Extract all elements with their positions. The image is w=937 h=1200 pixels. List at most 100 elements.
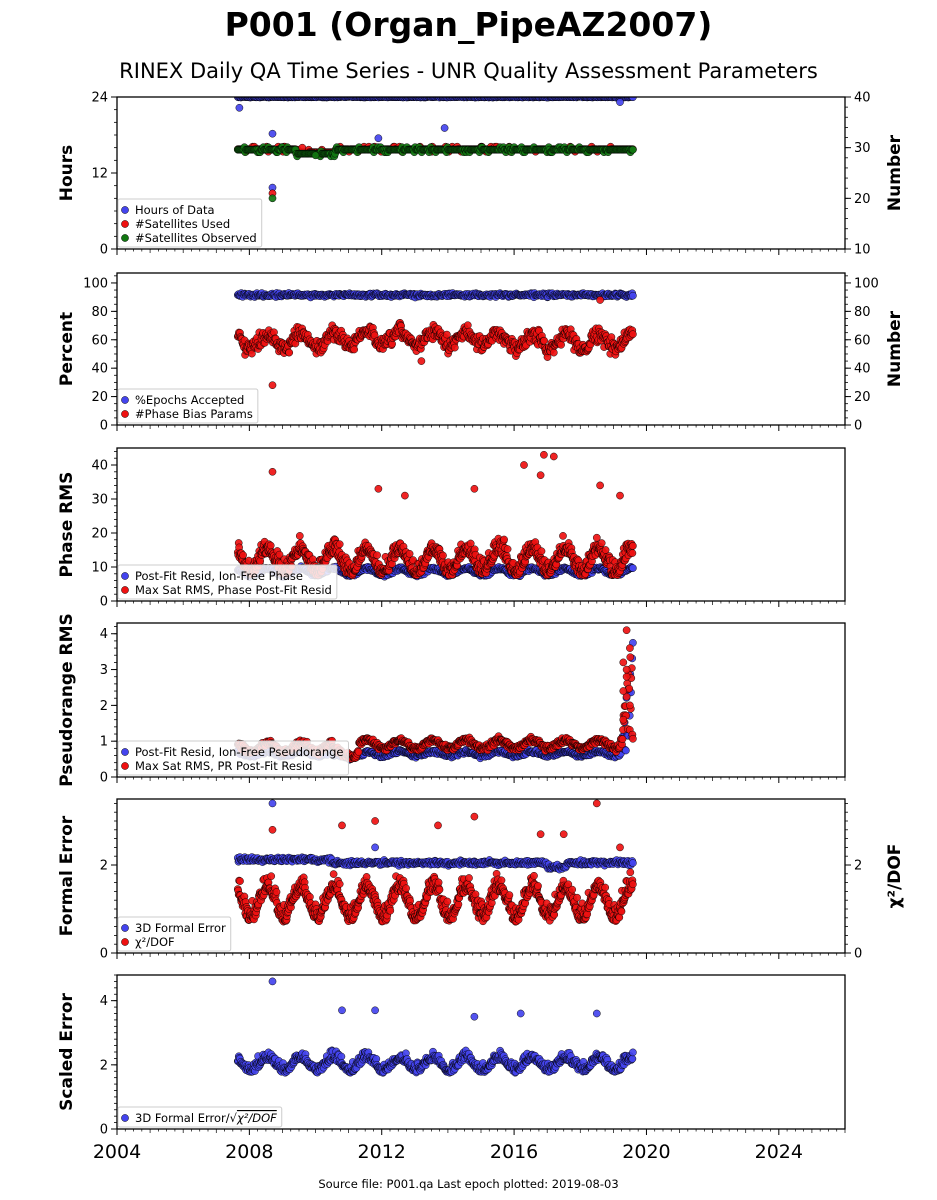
y-tick-label: 0 [100, 243, 108, 258]
figure-subtitle: RINEX Daily QA Time Series - UNR Quality… [119, 59, 818, 83]
data-point-red [628, 549, 637, 557]
data-point-green [268, 194, 277, 203]
data-point-red [520, 461, 528, 469]
data-point-green [311, 151, 320, 160]
y-tick-label: 0 [100, 595, 108, 610]
data-point-red [596, 481, 604, 490]
data-point-red [559, 532, 567, 540]
y-axis-label-right: Number [885, 134, 905, 211]
data-point-red [266, 541, 275, 550]
data-point-red [470, 484, 479, 493]
y-right-tick-label: 20 [854, 390, 871, 405]
legend-label: Post-Fit Resid, Ion-Free Phase [135, 569, 303, 583]
legend-label: Max Sat RMS, Phase Post-Fit Resid [135, 583, 332, 597]
data-point-blue [440, 124, 449, 132]
y-right-tick-label: 80 [854, 305, 871, 320]
data-point-red [350, 345, 359, 354]
panel-points [233, 450, 637, 581]
data-point-red [268, 467, 277, 476]
data-point-blue [235, 103, 244, 112]
panel-2: 0 20 40 60 80 100 0 20 40 60 80 100 Percent Number %Ep… [57, 272, 905, 434]
legend-label: #Satellites Used [135, 217, 230, 231]
legend-marker [121, 220, 129, 228]
data-point-red [373, 551, 381, 560]
y-tick-label: 24 [91, 91, 108, 106]
y-axis-label: Hours [57, 145, 77, 202]
y-tick-label: 0 [100, 419, 108, 434]
data-point-red [616, 491, 624, 500]
legend: Hours of Data#Satellites Used#Satellites… [117, 198, 263, 248]
data-point-red [596, 296, 604, 304]
y-tick-label: 20 [91, 527, 108, 542]
data-point-red [597, 539, 606, 547]
data-point-red [463, 321, 472, 330]
y-axis-label-right: Number [885, 310, 905, 387]
y-right-tick-label: 0 [854, 419, 862, 434]
y-tick-label: 60 [91, 333, 108, 348]
data-point-red [239, 551, 247, 560]
y-tick-label: 10 [91, 561, 108, 576]
y-tick-label: 100 [83, 276, 108, 291]
data-point-red [417, 357, 426, 365]
legend-marker [121, 586, 129, 594]
data-point-red [540, 336, 548, 345]
y-tick-label: 80 [91, 305, 108, 320]
data-point-red [268, 381, 277, 390]
legend-label: #Phase Bias Params [135, 407, 253, 421]
y-axis-label: Percent [57, 312, 77, 386]
y-right-tick-label: 60 [854, 333, 871, 348]
data-point-red [295, 532, 304, 540]
y-tick-label: 30 [91, 493, 108, 508]
panel-points [233, 289, 637, 390]
data-point-red [537, 547, 546, 556]
legend-marker [121, 206, 129, 214]
y-right-tick-label: 10 [854, 243, 871, 258]
data-point-red [549, 452, 558, 461]
data-point-red [443, 330, 451, 339]
legend-label: %Epochs Accepted [135, 393, 244, 407]
y-right-tick-label: 40 [854, 91, 871, 106]
y-right-tick-label: 100 [854, 276, 879, 291]
data-point-red [549, 348, 558, 357]
legend-box [117, 198, 263, 248]
legend-marker [121, 234, 129, 242]
legend-marker [121, 396, 129, 404]
y-right-tick-label: 30 [854, 141, 871, 156]
data-point-red [629, 542, 637, 550]
data-point-red [335, 540, 344, 549]
data-point-blue [268, 129, 277, 138]
figure-title: P001 (Organ_PipeAZ2007) [225, 5, 713, 44]
data-point-red [439, 551, 447, 560]
data-point-red [285, 348, 294, 357]
data-point-red [503, 545, 512, 553]
y-tick-label: 40 [91, 362, 108, 377]
y-right-tick-label: 40 [854, 362, 871, 377]
data-point-red [540, 450, 548, 459]
data-point-blue [629, 564, 637, 572]
legend: %Epochs Accepted#Phase Bias Params [117, 388, 259, 424]
data-point-green [629, 145, 637, 154]
data-point-blue [629, 291, 637, 300]
y-axis-label: Phase RMS [57, 472, 77, 578]
legend-marker [121, 572, 129, 580]
data-point-blue [616, 98, 624, 106]
data-point-blue [374, 134, 383, 143]
data-point-red [536, 471, 545, 480]
data-point-red [374, 484, 383, 493]
legend-label: Hours of Data [135, 203, 215, 217]
y-right-tick-label: 20 [854, 192, 871, 207]
legend-marker [121, 410, 129, 418]
y-tick-label: 20 [91, 390, 108, 405]
data-point-red [500, 535, 508, 544]
data-point-red [450, 343, 459, 352]
data-point-red [401, 491, 409, 500]
y-tick-label: 40 [91, 459, 108, 474]
y-tick-label: 12 [91, 167, 108, 182]
data-point-red [405, 549, 414, 558]
legend-label: #Satellites Observed [135, 231, 257, 245]
